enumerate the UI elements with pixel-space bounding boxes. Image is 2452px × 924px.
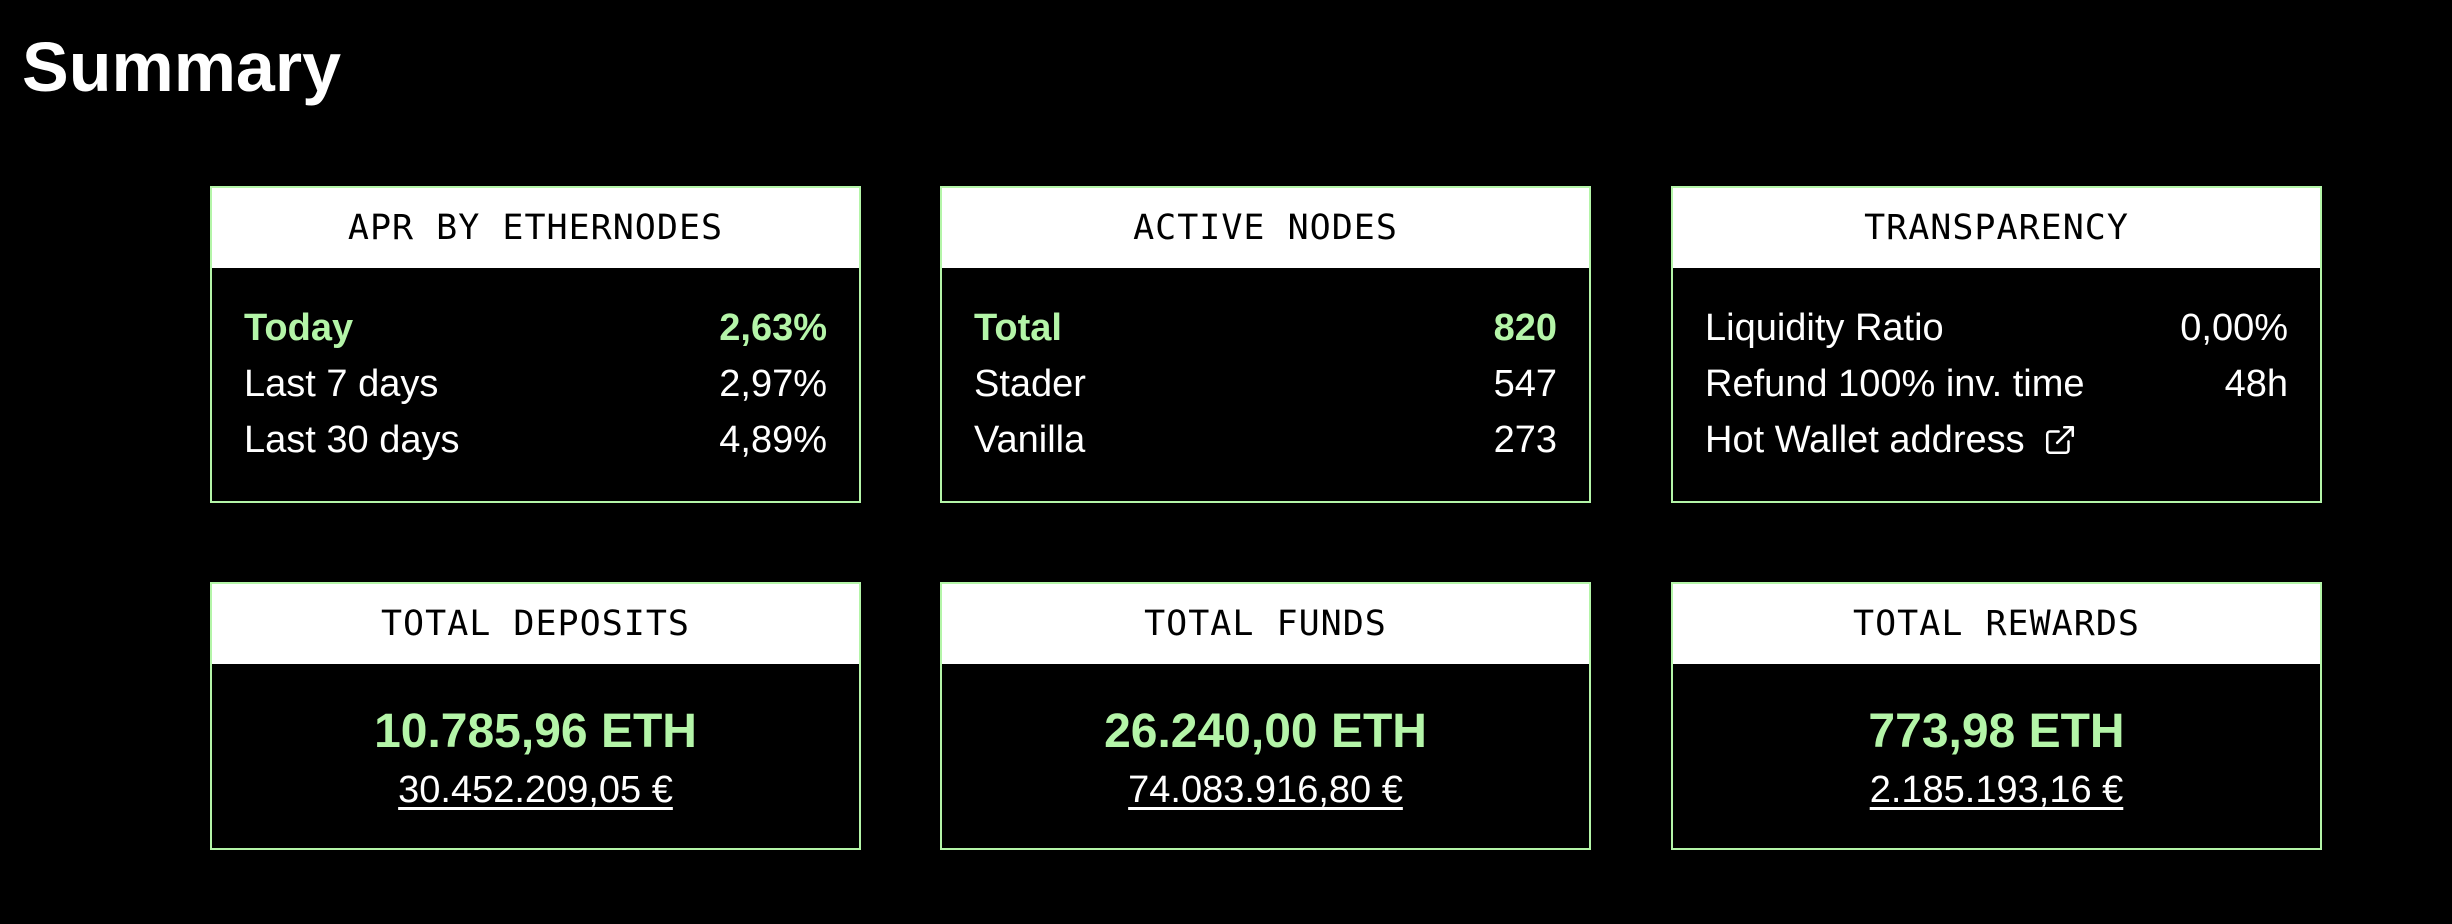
- transparency-row-label: Liquidity Ratio: [1705, 306, 1944, 349]
- apr-card-header: APR BY ETHERNODES: [212, 188, 859, 268]
- apr-row-last-7-days: Last 7 days 2,97%: [244, 356, 827, 412]
- total-deposits-card-header: TOTAL DEPOSITS: [212, 584, 859, 664]
- active-nodes-row-label: Total: [974, 306, 1062, 349]
- transparency-card-header: TRANSPARENCY: [1673, 188, 2320, 268]
- transparency-row-liquidity-ratio: Liquidity Ratio 0,00%: [1705, 300, 2288, 356]
- apr-row-today: Today 2,63%: [244, 300, 827, 356]
- total-funds-values: 26.240,00 ETH 74.083.916,80 €: [942, 664, 1589, 816]
- active-nodes-row-label: Stader: [974, 362, 1086, 405]
- apr-card: APR BY ETHERNODES Today 2,63% Last 7 day…: [210, 186, 861, 503]
- active-nodes-row-vanilla: Vanilla 273: [974, 412, 1557, 468]
- total-rewards-eth: 773,98 ETH: [1868, 705, 2125, 758]
- total-funds-card-header: TOTAL FUNDS: [942, 584, 1589, 664]
- apr-row-value: 2,97%: [719, 362, 827, 405]
- hot-wallet-address-link[interactable]: Hot Wallet address: [1705, 419, 2077, 462]
- total-funds-eur-link[interactable]: 74.083.916,80 €: [1128, 769, 1403, 811]
- total-deposits-eth: 10.785,96 ETH: [374, 705, 697, 758]
- active-nodes-card-header: ACTIVE NODES: [942, 188, 1589, 268]
- transparency-card: TRANSPARENCY Liquidity Ratio 0,00% Refun…: [1671, 186, 2322, 503]
- active-nodes-card: ACTIVE NODES Total 820 Stader 547 Vanill…: [940, 186, 1591, 503]
- apr-row-value: 2,63%: [719, 306, 827, 349]
- active-nodes-row-label: Vanilla: [974, 418, 1086, 461]
- active-nodes-row-value: 547: [1493, 362, 1557, 405]
- total-rewards-card-header: TOTAL REWARDS: [1673, 584, 2320, 664]
- transparency-row-label: Refund 100% inv. time: [1705, 362, 2085, 405]
- total-deposits-card: TOTAL DEPOSITS 10.785,96 ETH 30.452.209,…: [210, 582, 861, 850]
- apr-rows: Today 2,63% Last 7 days 2,97% Last 30 da…: [212, 268, 859, 468]
- total-rewards-card: TOTAL REWARDS 773,98 ETH 2.185.193,16 €: [1671, 582, 2322, 850]
- transparency-row-hot-wallet: Hot Wallet address: [1705, 412, 2288, 468]
- apr-row-value: 4,89%: [719, 418, 827, 461]
- transparency-row-value: 48h: [2224, 362, 2288, 405]
- apr-row-last-30-days: Last 30 days 4,89%: [244, 412, 827, 468]
- active-nodes-row-stader: Stader 547: [974, 356, 1557, 412]
- total-deposits-eur-link[interactable]: 30.452.209,05 €: [398, 769, 673, 811]
- transparency-rows: Liquidity Ratio 0,00% Refund 100% inv. t…: [1673, 268, 2320, 468]
- active-nodes-rows: Total 820 Stader 547 Vanilla 273: [942, 268, 1589, 468]
- apr-row-label: Today: [244, 306, 354, 349]
- total-deposits-values: 10.785,96 ETH 30.452.209,05 €: [212, 664, 859, 816]
- total-funds-card: TOTAL FUNDS 26.240,00 ETH 74.083.916,80 …: [940, 582, 1591, 850]
- transparency-row-value: 0,00%: [2180, 306, 2288, 349]
- transparency-row-refund-time: Refund 100% inv. time 48h: [1705, 356, 2288, 412]
- hot-wallet-address-label: Hot Wallet address: [1705, 418, 2025, 461]
- external-link-icon: [2043, 423, 2077, 457]
- active-nodes-row-total: Total 820: [974, 300, 1557, 356]
- total-rewards-eur-link[interactable]: 2.185.193,16 €: [1869, 769, 2124, 811]
- apr-row-label: Last 7 days: [244, 362, 439, 405]
- page-title: Summary: [22, 28, 342, 106]
- active-nodes-row-value: 273: [1493, 418, 1557, 461]
- active-nodes-row-value: 820: [1493, 306, 1557, 349]
- total-funds-eth: 26.240,00 ETH: [1104, 705, 1427, 758]
- total-rewards-values: 773,98 ETH 2.185.193,16 €: [1673, 664, 2320, 816]
- apr-row-label: Last 30 days: [244, 418, 460, 461]
